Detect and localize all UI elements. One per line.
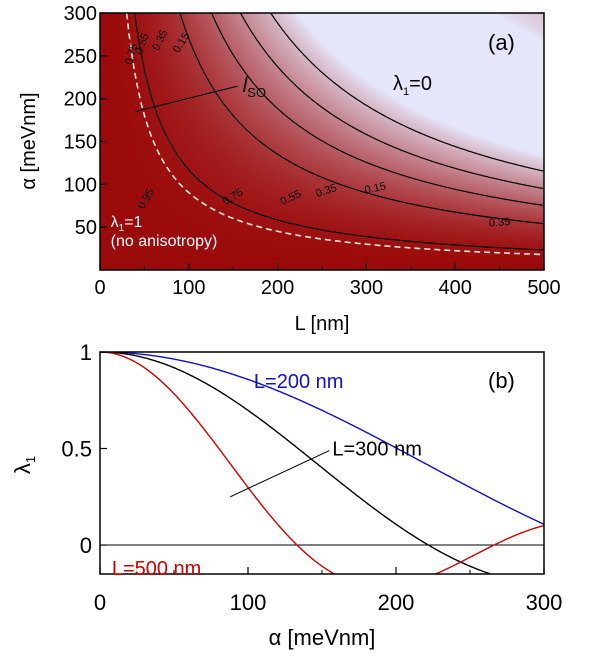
lambda-zero-label: λ1=0: [393, 73, 432, 98]
panel-b-label: (b): [488, 368, 515, 393]
panel-a-x-axis-label: L [nm]: [295, 313, 350, 335]
y-tick-label: 250: [64, 46, 97, 68]
panel-b-ticks: 0 100 200 300 1 0.5 0: [61, 340, 562, 615]
y-tick-label: 150: [64, 132, 97, 154]
x-tick-label: 100: [230, 590, 267, 615]
series-line-L200: [100, 352, 544, 525]
no-anisotropy-label: (no anisotropy): [111, 233, 218, 250]
series-label-pointer: [230, 450, 330, 498]
panel-b-series: [100, 352, 544, 574]
series-label-L500: L=500 nm: [112, 558, 202, 580]
x-tick-label: 500: [527, 277, 560, 299]
panel-b-line-plot: 0 100 200 300 1 0.5 0 L=200 nm L=300 nm L=500 nm…: [10, 340, 562, 650]
y-tick-label: 0: [80, 533, 92, 558]
series-line-L300: [100, 352, 493, 574]
y-tick-label: 0.5: [61, 437, 92, 462]
series-label-L200: L=200 nm: [254, 371, 344, 393]
panel-b-y-axis-label: λ1: [10, 456, 38, 474]
panel-b-background: [100, 352, 544, 574]
x-tick-label: 0: [94, 277, 105, 299]
lso-pointer-line: [135, 85, 238, 113]
panel-b-series-labels: L=200 nm L=300 nm L=500 nm: [112, 371, 422, 580]
lambda-one-label: λ1=1: [111, 214, 143, 234]
contour-label: 0.15: [364, 180, 387, 196]
y-tick-label: 1: [80, 340, 92, 365]
x-tick-label: 200: [261, 277, 294, 299]
panel-a-ticks: 0 100 200 300 400 500 50 100 150 200 250 300: [64, 3, 561, 299]
contour-lines: [125, 13, 544, 256]
lso-label: lSO: [243, 74, 266, 100]
lso-annotation: lSO: [135, 74, 266, 113]
panel-a-contour-plot: 0.150.350.550.750.150.350.550.750.350.95…: [18, 3, 561, 335]
y-tick-label: 200: [64, 89, 97, 111]
x-tick-label: 300: [526, 590, 563, 615]
contour-line-0.75: [179, 13, 544, 225]
panel-a-label: (a): [488, 30, 515, 55]
x-tick-label: 400: [439, 277, 472, 299]
contour-line-0.95: [133, 13, 544, 251]
contour-label: 0.35: [488, 216, 510, 229]
contour-line-0.15: [269, 13, 544, 172]
panel-b-x-axis-label: α [meVnm]: [269, 625, 376, 650]
series-label-L300: L=300 nm: [332, 439, 422, 461]
y-tick-label: 100: [64, 174, 97, 196]
contour-line-0.35: [239, 13, 544, 190]
x-tick-label: 100: [172, 277, 205, 299]
series-line-L500: [100, 352, 544, 574]
panel-a-y-axis-label: α [meVnm]: [18, 92, 40, 189]
x-tick-label: 300: [350, 277, 383, 299]
contour-label: 0.75: [123, 42, 140, 66]
y-tick-label: 300: [64, 3, 97, 25]
y-tick-label: 50: [75, 217, 97, 239]
contour-line-0.55: [210, 13, 544, 206]
x-tick-label: 0: [94, 590, 106, 615]
x-tick-label: 200: [378, 590, 415, 615]
